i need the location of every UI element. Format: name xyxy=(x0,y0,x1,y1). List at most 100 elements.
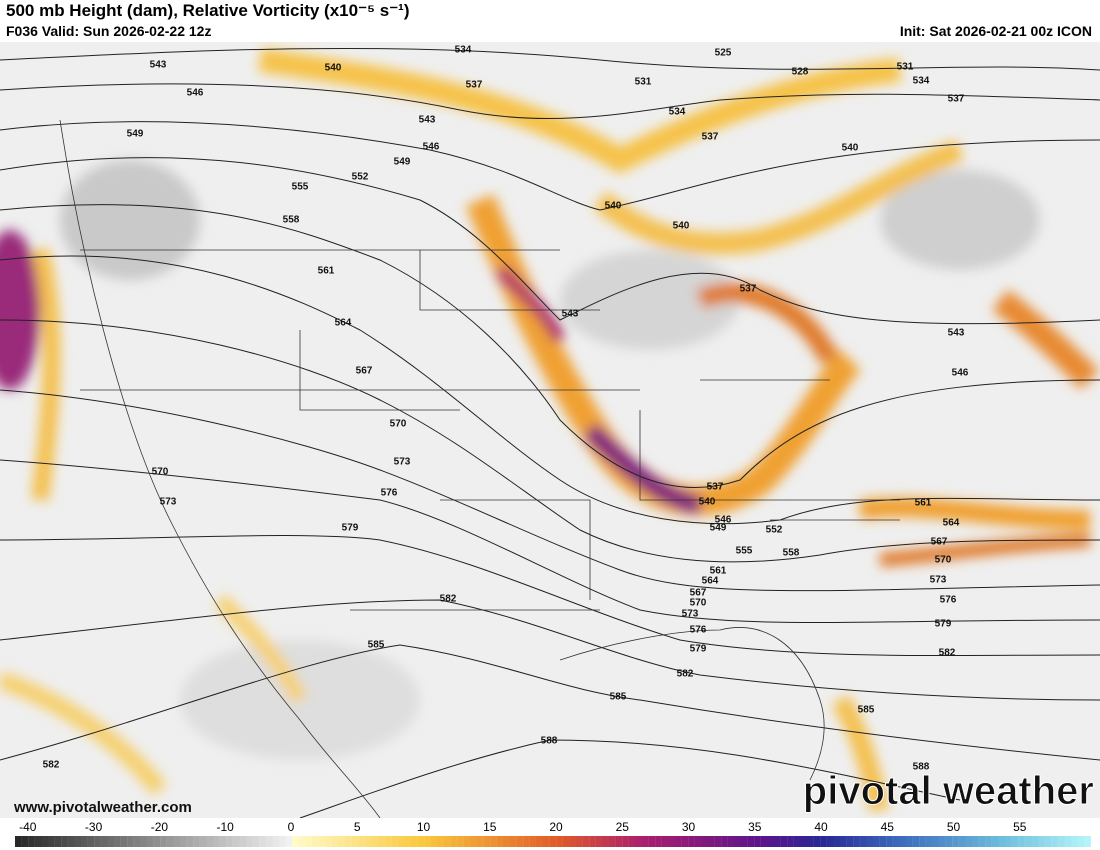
colorbar-swatch xyxy=(945,836,953,847)
colorbar-swatch xyxy=(28,836,35,847)
colorbar-swatch xyxy=(114,836,121,847)
colorbar-swatch xyxy=(1024,836,1032,847)
contour-label: 582 xyxy=(43,760,60,771)
colorbar-swatch xyxy=(939,836,946,847)
colorbar-swatch xyxy=(892,836,900,847)
title: 500 mb Height (dam), Relative Vorticity … xyxy=(6,1,410,20)
contour-label: 537 xyxy=(740,284,757,295)
colorbar-swatch xyxy=(193,836,200,847)
colorbar-tick-label: -30 xyxy=(85,820,103,834)
colorbar-tick-label: 15 xyxy=(483,820,497,834)
colorbar-swatch xyxy=(285,836,293,847)
colorbar-swatch xyxy=(576,836,583,847)
vorticity-field xyxy=(0,48,1100,813)
colorbar-swatch xyxy=(424,836,431,847)
colorbar-swatch xyxy=(840,836,847,847)
colorbar-swatch xyxy=(503,836,511,847)
colorbar-swatch xyxy=(1018,836,1025,847)
contour-label: 567 xyxy=(931,537,948,548)
contour-label: 537 xyxy=(702,132,719,143)
colorbar-swatch xyxy=(760,836,768,847)
contour-label: 588 xyxy=(913,762,930,773)
colorbar-swatch xyxy=(358,836,365,847)
colorbar-swatch xyxy=(437,836,445,847)
init-time: Init: Sat 2026-02-21 00z ICON xyxy=(900,23,1092,39)
contour-label: 546 xyxy=(715,515,732,526)
colorbar-swatch xyxy=(219,836,227,847)
contour-label: 588 xyxy=(541,736,558,747)
contour-label: 582 xyxy=(677,669,694,680)
contour-label: 582 xyxy=(939,648,956,659)
colorbar-swatch xyxy=(991,836,999,847)
colorbar-swatch xyxy=(873,836,880,847)
colorbar-swatch xyxy=(998,836,1006,847)
colorbar-swatch xyxy=(265,836,273,847)
contour-label: 561 xyxy=(915,498,932,509)
colorbar-swatch xyxy=(787,836,794,847)
colorbar-swatch xyxy=(932,836,940,847)
colorbar-swatch xyxy=(147,836,154,847)
contour-label: 585 xyxy=(858,705,875,716)
colorbar-swatch xyxy=(246,836,253,847)
contour-label: 549 xyxy=(394,157,411,168)
contour-label: 579 xyxy=(342,523,359,534)
contour-label: 540 xyxy=(842,143,859,154)
colorbar-swatch xyxy=(470,836,478,847)
contour-label: 558 xyxy=(783,548,800,559)
colorbar-swatch xyxy=(919,836,926,847)
contour-label: 576 xyxy=(690,625,707,636)
colorbar-swatch xyxy=(417,836,425,847)
colorbar: -40 -30 -20 -10 0 5 10 15 20 25 30 35 40 45 50 55 xyxy=(15,820,1091,847)
colorbar-swatch xyxy=(345,836,352,847)
boundaries xyxy=(59,119,900,818)
colorbar-swatch xyxy=(912,836,920,847)
colorbar-swatch xyxy=(648,836,656,847)
colorbar-swatch xyxy=(94,836,101,847)
contour-label: 534 xyxy=(913,76,930,87)
colorbar-swatch xyxy=(186,836,194,847)
colorbar-swatch xyxy=(562,836,570,847)
website: www.pivotalweather.com xyxy=(13,799,192,816)
colorbar-swatch xyxy=(61,836,68,847)
colorbar-swatch xyxy=(1064,836,1072,847)
colorbar-swatch xyxy=(1051,836,1058,847)
colorbar-swatch xyxy=(1038,836,1045,847)
colorbar-swatch xyxy=(450,836,458,847)
colorbar-swatch xyxy=(180,836,187,847)
contour-label: 549 xyxy=(127,129,144,140)
colorbar-swatch xyxy=(87,836,95,847)
colorbar-swatch xyxy=(404,836,412,847)
contour-label: 573 xyxy=(394,457,411,468)
colorbar-swatch xyxy=(292,836,299,847)
colorbar-swatch xyxy=(714,836,722,847)
contour-label: 552 xyxy=(352,172,369,183)
colorbar-tick-label: 35 xyxy=(748,820,762,834)
contour-label: 555 xyxy=(736,546,753,557)
colorbar-swatch xyxy=(1044,836,1052,847)
colorbar-swatch xyxy=(496,836,504,847)
colorbar-swatch xyxy=(272,836,280,847)
contour-label: 576 xyxy=(381,488,398,499)
colorbar-swatch xyxy=(21,836,29,847)
colorbar-tick-label: 50 xyxy=(947,820,961,834)
colorbar-swatch xyxy=(81,836,88,847)
colorbar-swatch xyxy=(628,836,636,847)
colorbar-swatch xyxy=(378,836,385,847)
contours xyxy=(0,47,1100,818)
colorbar-swatch xyxy=(1084,836,1091,847)
colorbar-swatch xyxy=(615,836,623,847)
colorbar-swatch xyxy=(985,836,992,847)
colorbar-swatch xyxy=(107,836,115,847)
colorbar-swatch xyxy=(411,836,418,847)
colorbar-swatch xyxy=(958,836,966,847)
colorbar-swatch xyxy=(477,836,484,847)
contour-label: 585 xyxy=(610,692,627,703)
colorbar-swatch xyxy=(54,836,62,847)
colorbar-swatch xyxy=(516,836,524,847)
contour-label: 537 xyxy=(466,80,483,91)
colorbar-swatch xyxy=(602,836,610,847)
colorbar-swatch xyxy=(15,836,22,847)
colorbar-swatch xyxy=(582,836,590,847)
colorbar-swatch xyxy=(232,836,240,847)
